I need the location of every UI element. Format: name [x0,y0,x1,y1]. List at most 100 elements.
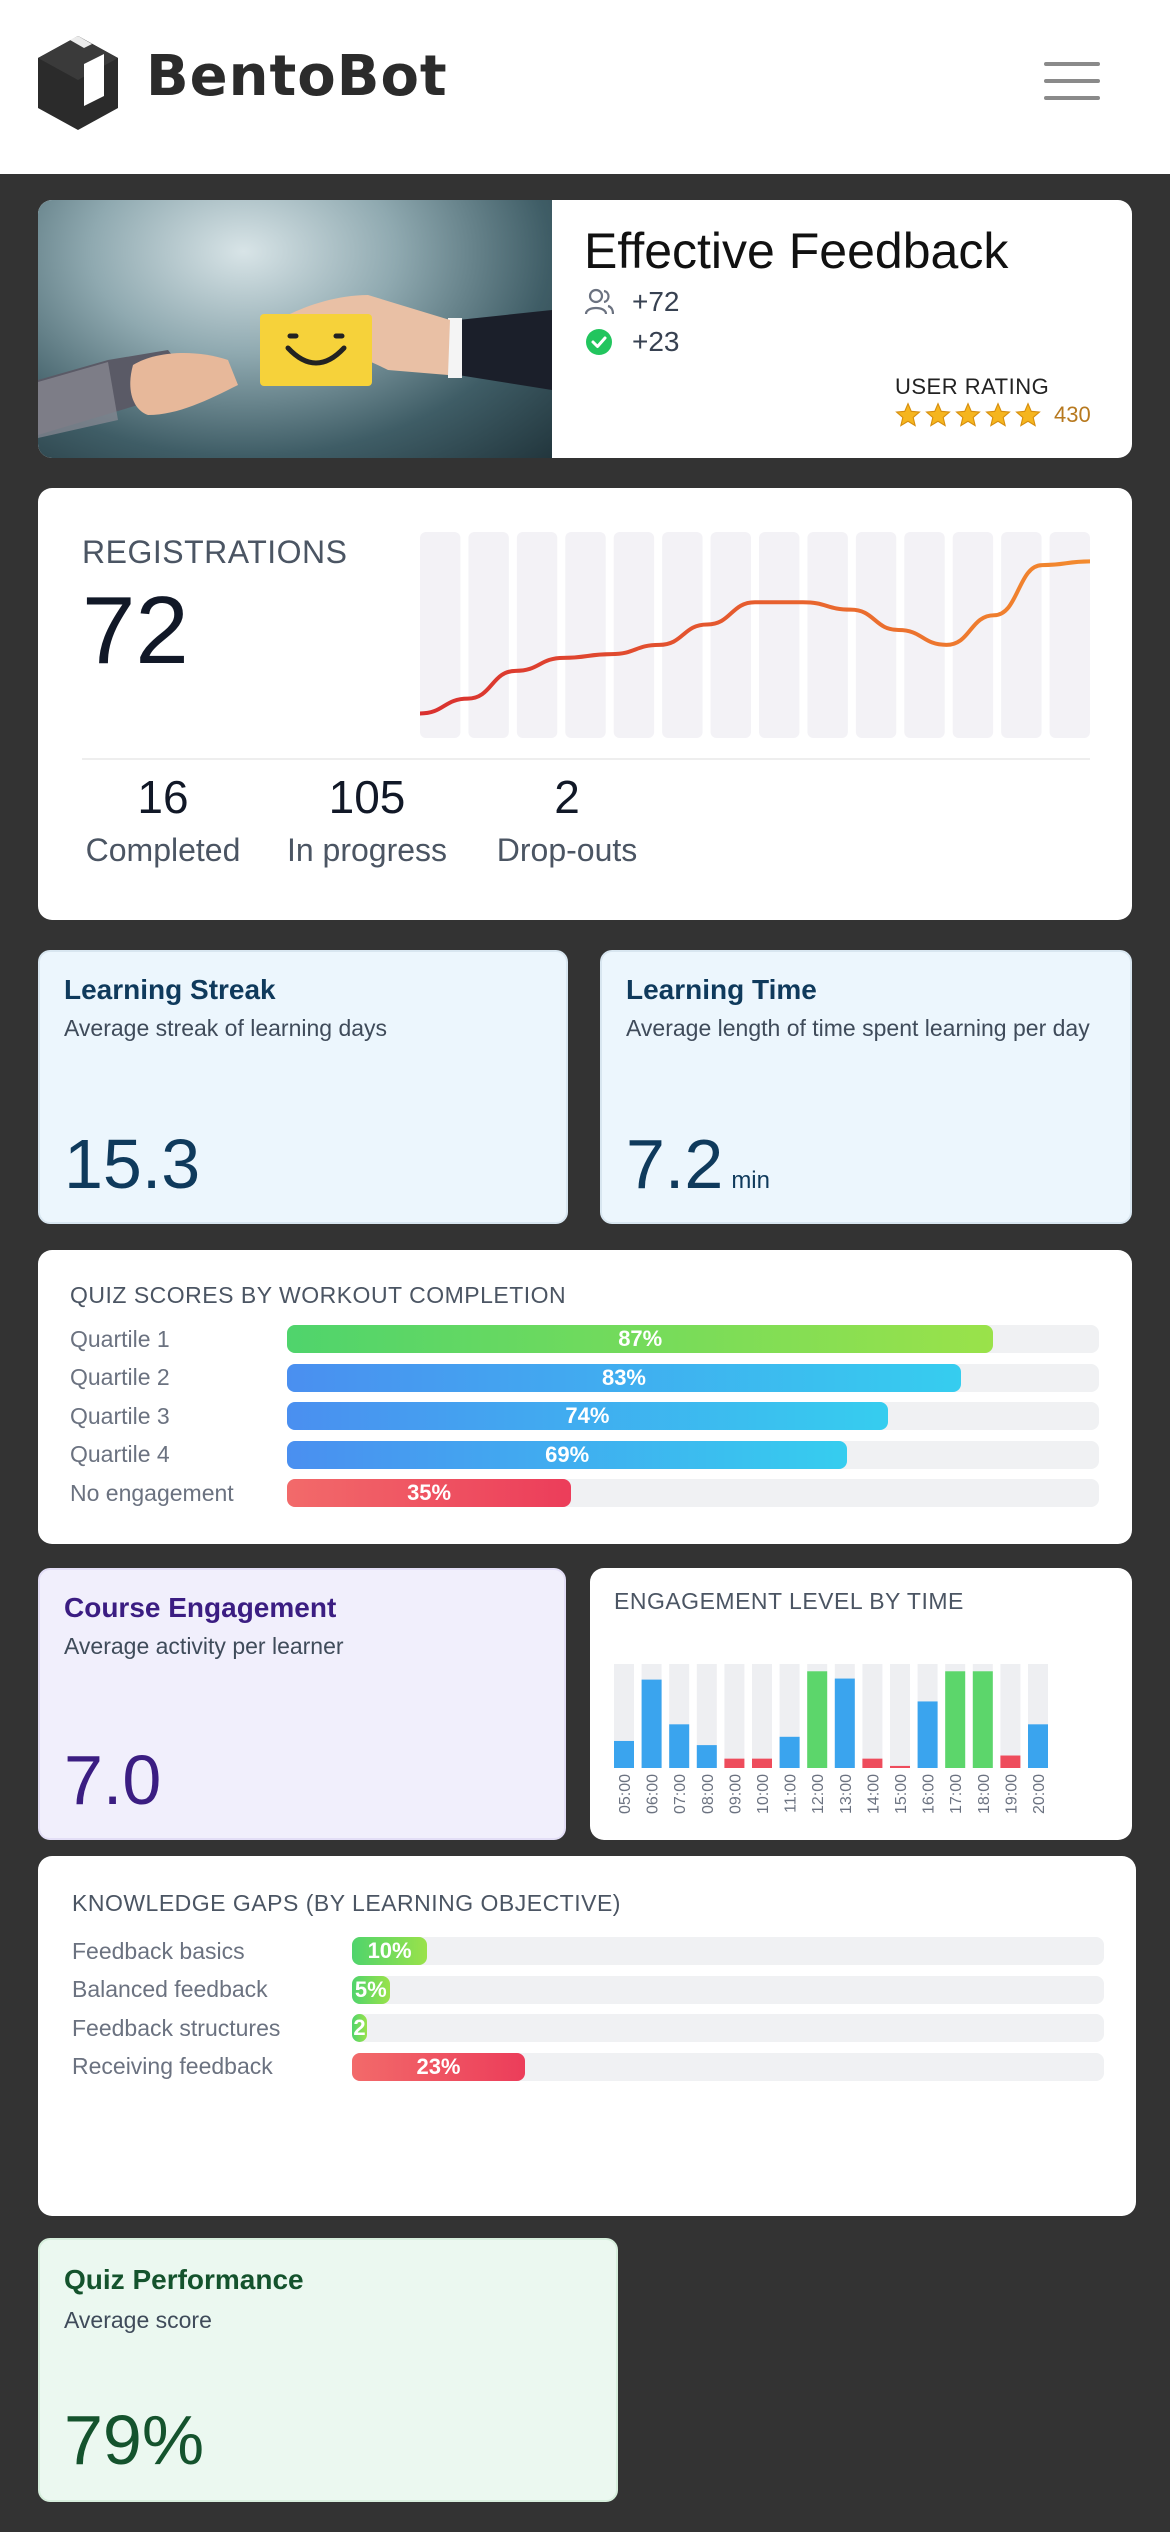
dropouts-stat: 2 Drop-outs [492,770,642,869]
registrations-sparkline [420,532,1090,738]
bar-label: Feedback structures [72,2013,280,2043]
dropouts-label: Drop-outs [496,832,638,868]
bar-fill: 2 [352,2014,368,2042]
card-title: Learning Streak [64,974,276,1005]
rating-stars [895,402,1041,428]
bar-label-text: Quartile 2 [70,1364,170,1390]
bar-track: 23% [352,2052,1104,2081]
sparkline-column [468,532,509,738]
hour-tick-label: 17:00 [948,1774,965,1814]
bar-label-text: Quartile 3 [70,1402,170,1429]
bar-track: 74% [287,1402,1099,1430]
card-title: Quiz Performance [64,2264,304,2295]
bar-fill: 83% [287,1363,961,1392]
star-icon [955,402,981,427]
completed-delta: +23 [632,326,680,357]
section-title: KNOWLEDGE GAPS (BY LEARNING OBJECTIVE) [72,1890,621,1916]
hour-tick-label: 05:00 [617,1774,634,1814]
bar-label: Quartile 3 [70,1401,170,1431]
quiz-scores-card: QUIZ SCORES BY WORKOUT COMPLETION Quarti… [38,1250,1132,1544]
bar-track: 69% [287,1440,1099,1469]
engagement-bar-chart: 05:00 06:00 07:00 08:00 09:00 10:00 11:00 12:00… [614,1664,1048,1814]
learning-time-value-group: 7.2 min [626,1124,770,1204]
course-card[interactable]: Effective Feedback +72 +23 USER RATING 4… [38,200,1132,458]
card-subtitle: Average streak of learning days [64,1015,388,1041]
bar-track [862,1664,883,1768]
engagement-bar [862,1758,883,1768]
bar-track: 5% [352,1975,1104,2004]
registrations-line [420,559,1090,716]
card-subtitle: Average score [64,2307,212,2333]
completed-count: 16 [137,771,189,823]
rating-count: 430 [1054,402,1091,427]
engagement-bar [834,1678,855,1768]
engagement-bar [972,1671,993,1768]
completed-stat: 16 Completed [82,770,244,869]
hour-tick-label: 10:00 [755,1774,772,1814]
card-subtitle: Average length of time spent learning pe… [626,1015,1090,1041]
hour-tick-label: 16:00 [921,1774,938,1814]
user-rating-label: USER RATING [895,374,1050,399]
bar-fill: 23% [352,2052,525,2081]
completed-label: Completed [85,832,241,868]
bar-label: Balanced feedback [72,1975,268,2005]
engagement-bar [669,1724,690,1768]
learning-time-value: 7.2 [626,1125,724,1203]
learning-time-card: Learning Time Average length of time spe… [600,950,1132,1224]
star-icon [895,402,921,427]
engagement-bar [890,1765,910,1768]
engagement-bar [641,1679,662,1768]
bar-fill: 74% [287,1402,888,1430]
hour-tick-label: 06:00 [645,1774,662,1814]
learners-delta: +72 [632,286,680,317]
sparkline-column [516,532,558,738]
bar-label: Quartile 1 [70,1324,170,1354]
hour-tick-label: 07:00 [672,1774,689,1814]
hour-tick-label: 20:00 [1031,1774,1048,1814]
engagement-bar [752,1758,772,1768]
hour-tick-label: 18:00 [976,1774,993,1814]
card-subtitle: Average activity per learner [64,1633,344,1659]
hamburger-menu-icon[interactable] [1044,62,1100,104]
completions-stat: +23 [584,326,680,358]
engagement-bar [917,1701,938,1768]
bar-label-text: Balanced feedback [72,1976,268,2002]
bar-fill: 5% [352,1975,390,2004]
quiz-performance-card: Quiz Performance Average score 79% [38,2238,618,2502]
hour-tick-label: 14:00 [865,1774,882,1814]
check-circle-icon [586,329,612,355]
bar-label: Receiving feedback [72,2052,273,2082]
card-title: Course Engagement [64,1592,337,1623]
hour-tick-label: 08:00 [700,1774,717,1814]
sparkline-column [613,532,655,738]
sparkline-column [952,532,994,738]
hour-tick-label: 13:00 [838,1774,855,1814]
hour-tick-label: 11:00 [783,1774,800,1813]
bar-label-text: Feedback structures [72,2014,281,2041]
sparkline-column [759,532,800,738]
learning-streak-card: Learning Streak Average streak of learni… [38,950,568,1224]
bar-track: 83% [287,1363,1099,1392]
sparkline-column [1049,532,1090,738]
learning-streak-value: 15.3 [64,1125,201,1203]
section-title: ENGAGEMENT LEVEL BY TIME [614,1588,964,1614]
course-title[interactable]: Effective Feedback [584,223,1009,279]
bar-label: Quartile 4 [70,1440,170,1470]
engagement-bar [696,1745,717,1768]
learning-time-unit: min [731,1167,770,1194]
brand-name[interactable]: BentoBot [146,44,448,109]
hour-tick-label: 12:00 [810,1774,827,1814]
bar-track [752,1664,772,1768]
sparkline-column [1001,532,1042,738]
sparkline-column [855,532,897,738]
bar-track: 2 [352,2014,1104,2042]
sparkline-column [807,532,848,738]
bar-fill: 87% [287,1325,994,1353]
bar-track [1000,1664,1021,1768]
bento-box-logo-icon[interactable] [34,34,122,132]
bar-label: Quartile 2 [70,1363,170,1393]
star-icon [985,402,1011,427]
star-icon [1015,402,1041,427]
learners-stat: +72 [584,286,680,318]
bar-label-text: No engagement [70,1479,234,1506]
